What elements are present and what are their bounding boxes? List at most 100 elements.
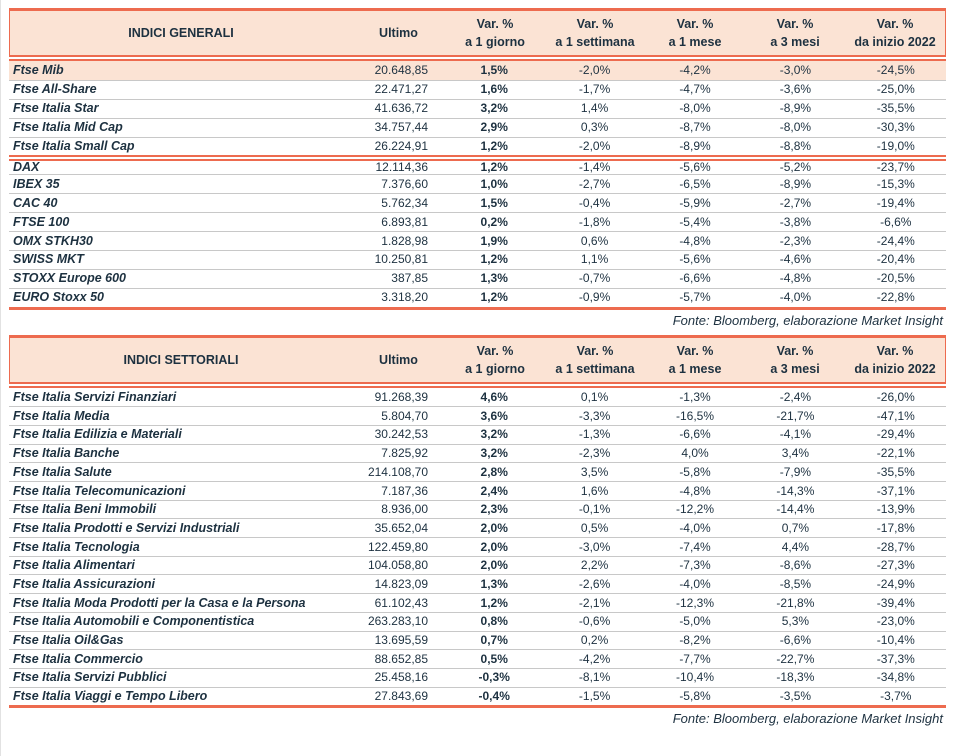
var-3-mesi-value: -21,8% <box>776 595 815 610</box>
var-inizio-2022-value: -30,3% <box>876 120 915 135</box>
table-row: FTSE 100 6.893,81 0,2% -1,8% -5,4% -3,8%… <box>9 212 946 231</box>
var-inizio-2022-value: -3,7% <box>880 689 912 704</box>
var-inizio-2022-value: -22,1% <box>876 446 915 461</box>
var-3-mesi-value: -4,8% <box>779 271 812 286</box>
var-1-giorno-value: 2,4% <box>480 483 508 498</box>
index-name: IBEX 35 <box>13 176 60 191</box>
var-1-settimana-value: 1,6% <box>580 483 609 498</box>
index-name: Ftse Italia Assicurazioni <box>13 576 155 591</box>
table-row: Ftse Italia Banche 7.825,92 3,2% -2,3% 4… <box>9 443 946 463</box>
column-header-var-inizio-2022: Var. % da inizio 2022 <box>854 343 936 376</box>
ultimo-value: 30.242,53 <box>374 427 428 442</box>
column-header-var-1-giorno: Var. % a 1 giorno <box>465 17 525 49</box>
ultimo-value: 6.893,81 <box>381 214 428 229</box>
var-1-giorno-value: 3,2% <box>480 446 508 461</box>
var-3-mesi-value: -8,9% <box>779 101 812 116</box>
var-1-mese-value: -8,7% <box>679 120 711 135</box>
table-row: Ftse Italia Telecomunicazioni 7.187,36 2… <box>9 481 946 500</box>
var-inizio-2022-value: -17,8% <box>876 520 915 535</box>
ultimo-value: 7.825,92 <box>381 446 428 461</box>
var-1-settimana-value: -0,1% <box>578 502 611 517</box>
table-row: Ftse Italia Viaggi e Tempo Libero 27.843… <box>9 686 946 706</box>
var-1-giorno-value: 0,7% <box>480 633 508 648</box>
var-1-giorno-value: 1,2% <box>480 290 508 305</box>
source-note: Fonte: Bloomberg, elaborazione Market In… <box>672 711 943 727</box>
var-1-settimana-value: -3,3% <box>578 408 611 423</box>
var-inizio-2022-value: -39,4% <box>876 595 915 610</box>
var-1-mese-value: -5,8% <box>679 464 711 479</box>
var-1-settimana-value: -2,0% <box>578 63 611 77</box>
var-3-mesi-value: -14,3% <box>776 483 815 498</box>
var-1-settimana-value: -2,1% <box>578 595 611 610</box>
var-1-giorno-value: 3,2% <box>480 427 508 442</box>
var-1-giorno-value: -0,3% <box>478 670 510 685</box>
var-1-mese-value: -4,7% <box>679 82 711 97</box>
var-1-settimana-value: 1,4% <box>580 101 609 116</box>
var-1-giorno-value: 1,6% <box>480 82 508 97</box>
var-1-mese-value: -1,3% <box>679 389 711 404</box>
table-body: Ftse Mib 20.648,85 1,5% -2,0% -4,2% -3,0… <box>9 61 946 307</box>
index-name: Ftse Italia Servizi Pubblici <box>13 670 167 685</box>
table-row: Ftse Italia Small Cap 26.224,91 1,2% -2,… <box>9 136 946 156</box>
table-row: OMX STKH30 1.828,98 1,9% 0,6% -4,8% -2,3… <box>9 231 946 250</box>
index-name: Ftse Italia Media <box>13 408 110 423</box>
var-3-mesi-value: -8,6% <box>779 558 812 573</box>
var-1-giorno-value: 1,9% <box>480 233 508 248</box>
var-1-mese-value: -16,5% <box>675 408 714 423</box>
ultimo-value: 35.652,04 <box>374 520 428 535</box>
index-name: Ftse Italia Automobili e Componentistica <box>13 614 255 629</box>
index-name: Ftse Italia Moda Prodotti per la Casa e … <box>13 595 306 610</box>
var-1-mese-value: -8,2% <box>679 633 711 648</box>
var-1-giorno-value: 4,6% <box>480 389 508 404</box>
var-1-giorno-value: 1,2% <box>480 160 508 175</box>
var-1-settimana-value: 0,5% <box>580 520 609 535</box>
index-name: EURO Stoxx 50 <box>13 290 105 305</box>
ultimo-value: 5.762,34 <box>381 195 428 210</box>
var-3-mesi-value: -21,7% <box>776 408 815 423</box>
var-1-mese-value: -5,9% <box>679 195 711 210</box>
ultimo-value: 88.652,85 <box>374 651 428 666</box>
var-1-settimana-value: -4,2% <box>578 651 611 666</box>
index-name: STOXX Europe 600 <box>13 271 127 286</box>
var-1-mese-value: -7,7% <box>679 651 711 666</box>
ultimo-value: 34.757,44 <box>374 120 428 135</box>
ultimo-value: 3.318,20 <box>381 290 428 305</box>
table-row: Ftse Italia Star 41.636,72 3,2% 1,4% -8,… <box>9 98 946 118</box>
table-row: Ftse Italia Salute 214.108,70 2,8% 3,5% … <box>9 462 946 481</box>
var-1-giorno-value: 1,5% <box>480 195 508 210</box>
table-bottom-rule <box>9 705 946 709</box>
index-name: Ftse Italia Edilizia e Materiali <box>13 427 182 442</box>
column-header-var-1-settimana: Var. % a 1 settimana <box>555 17 635 49</box>
header-double-rule <box>9 381 946 388</box>
ultimo-value: 20.648,85 <box>374 63 428 77</box>
var-1-giorno-value: 2,0% <box>480 539 508 554</box>
var-1-mese-value: -6,5% <box>679 176 711 191</box>
ultimo-value: 25.458,16 <box>374 670 428 685</box>
var-1-giorno-value: 1,3% <box>480 576 508 591</box>
index-name: Ftse Italia Alimentari <box>13 558 135 573</box>
var-1-settimana-value: -1,3% <box>578 427 611 442</box>
var-1-settimana-value: 0,1% <box>580 389 609 404</box>
var-1-settimana-value: -1,4% <box>578 160 611 175</box>
table-top-rule <box>9 334 946 338</box>
index-name: Ftse All-Share <box>13 82 97 97</box>
var-inizio-2022-value: -24,5% <box>876 63 915 77</box>
var-1-settimana-value: -0,7% <box>578 271 611 286</box>
table-row: Ftse Mib 20.648,85 1,5% -2,0% -4,2% -3,0… <box>9 61 946 80</box>
var-inizio-2022-value: -19,0% <box>876 139 915 154</box>
ultimo-value: 27.843,69 <box>374 689 428 704</box>
var-1-settimana-value: -8,1% <box>578 670 611 685</box>
var-1-settimana-value: -3,0% <box>578 539 611 554</box>
var-1-settimana-value: -1,8% <box>578 214 611 229</box>
var-3-mesi-value: -8,5% <box>779 576 812 591</box>
table-row: Ftse Italia Media 5.804,70 3,6% -3,3% -1… <box>9 406 946 425</box>
table-row: Ftse Italia Alimentari 104.058,80 2,0% 2… <box>9 555 946 575</box>
var-1-giorno-value: 2,0% <box>480 520 508 535</box>
ultimo-value: 263.283,10 <box>367 614 428 629</box>
var-3-mesi-value: -2,7% <box>779 195 812 210</box>
ultimo-value: 12.114,36 <box>375 160 429 175</box>
column-header-var-inizio-2022: Var. % da inizio 2022 <box>854 17 936 49</box>
ultimo-value: 214.108,70 <box>367 464 428 479</box>
column-header-ultimo: Ultimo <box>379 26 418 40</box>
var-inizio-2022-value: -20,5% <box>876 271 915 286</box>
